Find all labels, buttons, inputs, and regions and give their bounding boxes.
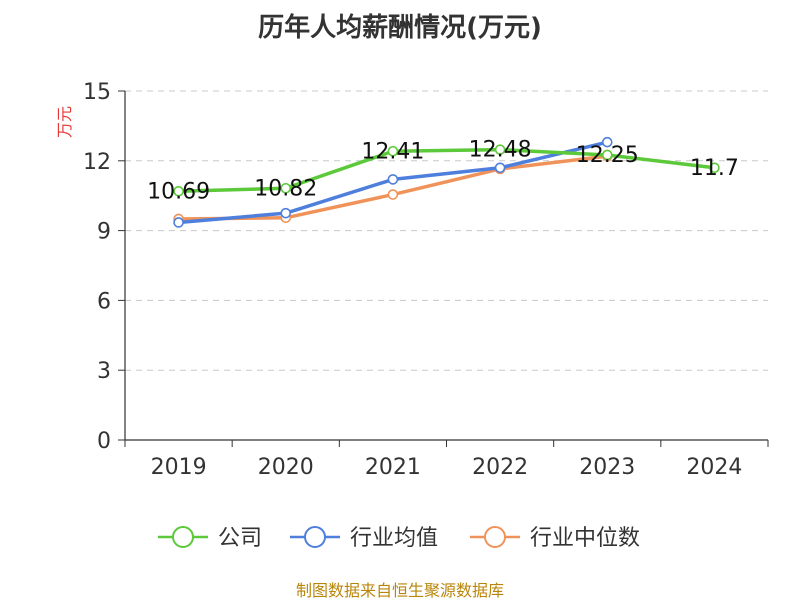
- data-point: [494, 144, 506, 155]
- x-tick-label: 2020: [258, 455, 314, 480]
- legend-label: 公司: [218, 526, 262, 551]
- data-label: 10.82: [254, 176, 317, 201]
- x-tick-label: 2024: [686, 455, 742, 480]
- y-tick-label: 0: [97, 429, 111, 454]
- legend-swatch-marker: [304, 526, 326, 548]
- legend-swatch-marker: [172, 526, 194, 548]
- data-point: [280, 207, 292, 219]
- legend-swatch-marker: [484, 526, 506, 548]
- data-label: 10.69: [147, 179, 210, 204]
- data-label: 12.25: [576, 143, 639, 168]
- data-point: [601, 136, 613, 148]
- series-line: [176, 147, 717, 194]
- legend-item: 行业均值: [290, 526, 438, 551]
- data-point: [387, 189, 399, 200]
- y-tick-label: 6: [97, 289, 111, 314]
- data-label: 11.7: [690, 156, 739, 181]
- legend-label: 行业均值: [350, 526, 438, 551]
- data-point: [601, 149, 613, 161]
- legend-label: 行业中位数: [530, 526, 640, 551]
- data-label: 12.48: [469, 138, 532, 163]
- x-tick-label: 2019: [151, 455, 207, 480]
- data-point: [280, 182, 292, 194]
- legend-item: 公司: [158, 526, 262, 551]
- series-line: [176, 154, 609, 221]
- data-point: [709, 162, 720, 174]
- x-tick-label: 2023: [579, 455, 635, 480]
- legend-item: 行业中位数: [470, 526, 640, 551]
- data-label: 12.41: [361, 139, 424, 164]
- y-tick-label: 9: [97, 220, 111, 245]
- y-axis-label: 万元: [55, 106, 74, 138]
- source-footer: 制图数据来自恒生聚源数据库: [296, 581, 504, 600]
- data-point: [387, 174, 399, 185]
- y-tick-label: 15: [83, 80, 111, 105]
- data-point: [173, 185, 184, 197]
- x-tick-label: 2021: [365, 455, 421, 480]
- y-tick-label: 3: [97, 359, 111, 384]
- data-point: [494, 162, 506, 174]
- x-tick-label: 2022: [472, 455, 528, 480]
- chart-title: 历年人均薪酬情况(万元): [258, 12, 542, 43]
- data-point: [387, 145, 399, 157]
- data-point: [173, 217, 184, 228]
- y-tick-label: 12: [83, 150, 111, 175]
